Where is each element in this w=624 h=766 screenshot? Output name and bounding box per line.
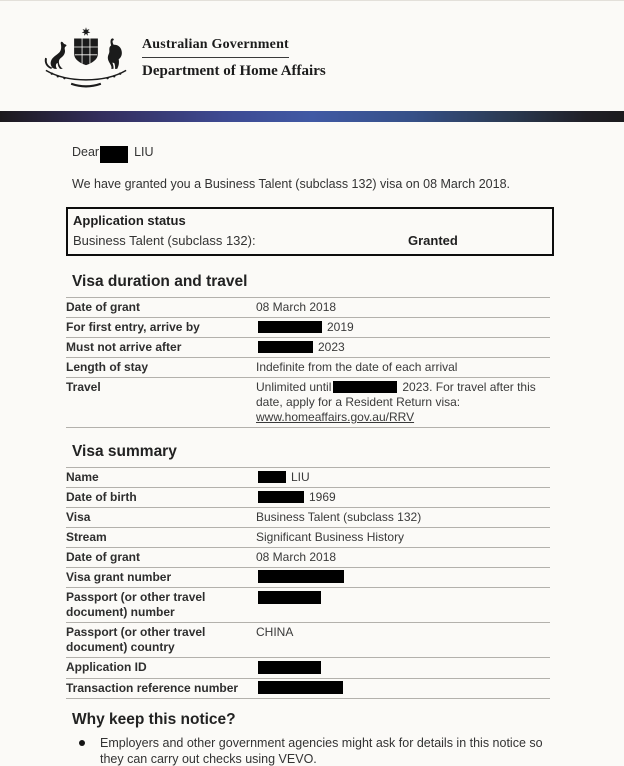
table-row: For first entry, arrive by 2019	[66, 317, 550, 338]
row-value	[256, 677, 550, 699]
table-row: Travel Unlimited until 2023. For travel a…	[66, 377, 550, 428]
letterhead: Australian Government Department of Home…	[0, 1, 624, 111]
row-value: CHINA	[256, 622, 550, 658]
visa-summary-table: Name LIU Date of birth 1969 Visa Busines…	[66, 467, 550, 699]
row-value: Significant Business History	[256, 527, 550, 548]
list-item: Employers and other government agencies …	[66, 735, 555, 766]
row-label: Must not arrive after	[66, 337, 256, 358]
row-value	[256, 587, 550, 623]
row-value-text: LIU	[291, 470, 310, 484]
application-status-row: Business Talent (subclass 132): Granted	[73, 231, 546, 250]
table-row: Date of birth 1969	[66, 487, 550, 508]
table-row: Stream Significant Business History	[66, 527, 550, 548]
grant-intro-text: We have granted you a Business Talent (s…	[72, 177, 510, 191]
row-label: Visa	[66, 507, 256, 528]
australian-coat-of-arms-icon	[44, 27, 127, 88]
rrv-link[interactable]: www.homeaffairs.gov.au/RRV	[256, 410, 415, 424]
why-keep-heading: Why keep this notice?	[72, 710, 236, 728]
redacted-value	[258, 680, 343, 694]
row-label: Visa grant number	[66, 566, 256, 588]
table-row: Date of grant 08 March 2018	[66, 297, 550, 318]
row-label: Date of grant	[66, 297, 256, 318]
row-label: Stream	[66, 527, 256, 548]
application-status-label: Business Talent (subclass 132):	[73, 233, 256, 248]
redacted-first-name	[100, 145, 129, 163]
department-title: Department of Home Affairs	[142, 63, 326, 79]
row-value-text: 2023. For travel after this date, apply …	[256, 380, 536, 409]
redacted-value	[333, 380, 398, 393]
table-row: Transaction reference number	[66, 677, 550, 699]
salutation-prefix: Dear	[72, 145, 100, 159]
row-label: Travel	[66, 377, 256, 428]
redacted-value	[258, 340, 313, 353]
table-row: Date of grant 08 March 2018	[66, 547, 550, 568]
row-value: Business Talent (subclass 132)	[256, 507, 550, 528]
row-value: LIU	[256, 467, 550, 488]
row-value: Unlimited until 2023. For travel after th…	[256, 377, 550, 428]
row-value-text: Unlimited until	[256, 380, 332, 394]
row-label: Length of stay	[66, 357, 256, 378]
row-value	[256, 657, 550, 679]
row-label: For first entry, arrive by	[66, 317, 256, 338]
redacted-value	[258, 660, 321, 674]
visa-summary-heading: Visa summary	[72, 443, 177, 460]
salutation-line: Dear LIU	[72, 143, 554, 163]
row-value: 08 March 2018	[256, 547, 550, 568]
application-status-title: Application status	[73, 213, 186, 228]
row-label: Passport (or other travel document) coun…	[66, 622, 256, 658]
table-row: Passport (or other travel document) coun…	[66, 622, 550, 658]
table-row: Visa grant number	[66, 566, 550, 588]
row-label: Name	[66, 467, 256, 488]
table-row: Passport (or other travel document) numb…	[66, 587, 550, 623]
row-value-text: 2023	[318, 340, 345, 354]
redacted-value	[258, 570, 344, 584]
row-label: Date of grant	[66, 547, 256, 568]
redacted-value	[258, 320, 322, 333]
row-value: 2019	[256, 317, 550, 338]
letter-body: Dear LIU We have granted you a Business T…	[0, 143, 624, 766]
row-value-text: 1969	[309, 490, 336, 504]
table-row: Name LIU	[66, 467, 550, 488]
row-label: Application ID	[66, 657, 256, 679]
row-value: 1969	[256, 487, 550, 508]
table-row: Must not arrive after 2023	[66, 337, 550, 358]
row-label: Passport (or other travel document) numb…	[66, 587, 256, 623]
application-status-value: Granted	[408, 233, 458, 248]
row-label: Transaction reference number	[66, 677, 256, 699]
visa-duration-table: Date of grant 08 March 2018 For first en…	[66, 297, 550, 428]
row-value-text: 2019	[327, 320, 354, 334]
salutation-surname: LIU	[134, 145, 154, 159]
government-title: Australian Government	[142, 37, 289, 58]
row-value: 2023	[256, 337, 550, 358]
table-row: Visa Business Talent (subclass 132)	[66, 507, 550, 528]
table-row: Length of stay Indefinite from the date …	[66, 357, 550, 378]
visa-duration-heading: Visa duration and travel	[72, 273, 248, 290]
why-keep-list: Employers and other government agencies …	[66, 735, 554, 766]
row-value	[256, 566, 550, 588]
redacted-value	[258, 590, 321, 604]
application-status-box: Application status Business Talent (subc…	[66, 207, 554, 256]
table-row: Application ID	[66, 657, 550, 679]
redacted-value	[258, 470, 286, 483]
redacted-value	[258, 490, 304, 503]
header-gradient-bar	[0, 111, 624, 122]
row-value: 08 March 2018	[256, 297, 550, 318]
row-label: Date of birth	[66, 487, 256, 508]
row-value: Indefinite from the date of each arrival	[256, 357, 550, 378]
